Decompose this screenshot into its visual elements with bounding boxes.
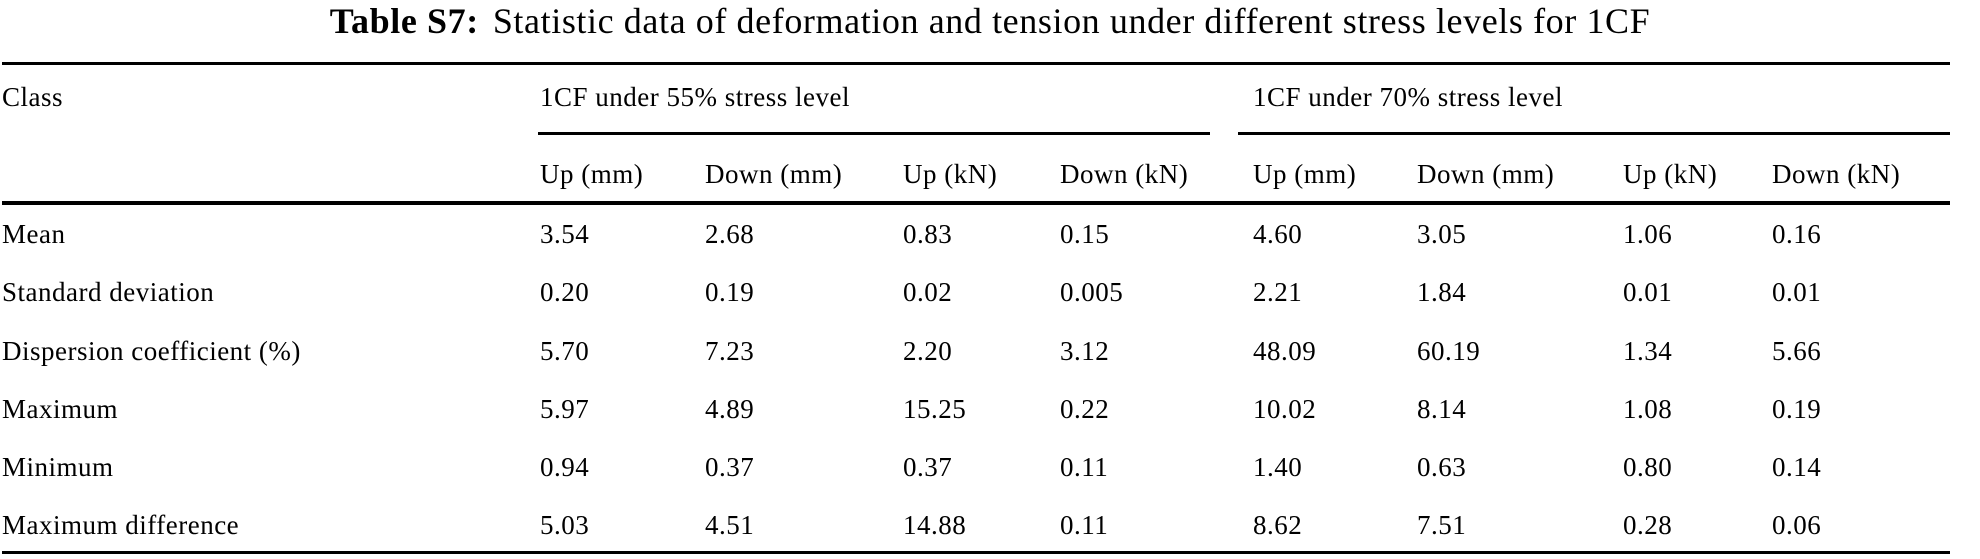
column-header-g1-down-kn: Down (kN) xyxy=(1060,158,1189,189)
table-cell: 0.01 xyxy=(1623,277,1673,308)
table-cell: 5.66 xyxy=(1772,335,1822,366)
table-cell: 3.05 xyxy=(1417,219,1467,250)
table-cell: 0.19 xyxy=(1772,393,1822,424)
column-header-g2-down-mm: Down (mm) xyxy=(1417,158,1555,189)
table-cell: 0.83 xyxy=(903,219,953,250)
table-cell: 3.12 xyxy=(1060,335,1110,366)
table-cell: 0.37 xyxy=(705,452,755,483)
table-cell: 14.88 xyxy=(903,510,967,541)
table-cell: 8.62 xyxy=(1253,510,1303,541)
empty-cell xyxy=(2,133,540,201)
table-cell: 0.80 xyxy=(1623,452,1673,483)
table-caption-text: Statistic data of deformation and tensio… xyxy=(492,1,1651,41)
column-header-g1-up-mm: Up (mm) xyxy=(540,158,644,189)
table-cell: 0.94 xyxy=(540,452,590,483)
table-cell: 8.14 xyxy=(1417,393,1467,424)
group2-underline-rule xyxy=(1238,132,1950,135)
table-caption-label: Table S7: xyxy=(329,1,479,41)
column-header-g1-up-kn: Up (kN) xyxy=(903,158,998,189)
table-row-maximum-difference: Maximum difference 5.03 4.51 14.88 0.11 … xyxy=(2,493,1950,551)
table-cell: 0.01 xyxy=(1772,277,1822,308)
row-label: Standard deviation xyxy=(2,277,215,308)
table-bottom-rule xyxy=(2,551,1950,554)
table-row-maximum: Maximum 5.97 4.89 15.25 0.22 10.02 8.14 … xyxy=(2,376,1950,434)
table-row-minimum: Minimum 0.94 0.37 0.37 0.11 1.40 0.63 0.… xyxy=(2,434,1950,492)
group1-header: 1CF under 55% stress level xyxy=(540,82,850,113)
column-header-g2-down-kn: Down (kN) xyxy=(1772,158,1901,189)
group1-underline-rule xyxy=(538,132,1210,135)
table-cell: 2.68 xyxy=(705,219,755,250)
table-cell: 48.09 xyxy=(1253,335,1317,366)
table-cell: 7.51 xyxy=(1417,510,1467,541)
table-cell: 0.005 xyxy=(1060,277,1124,308)
table-cell: 0.22 xyxy=(1060,393,1110,424)
table-cell: 2.21 xyxy=(1253,277,1303,308)
table-row-standard-deviation: Standard deviation 0.20 0.19 0.02 0.005 … xyxy=(2,260,1950,318)
stats-table-container: Class 1CF under 55% stress level 1CF und… xyxy=(2,62,1950,557)
class-header: Class xyxy=(2,82,64,113)
table-cell: 60.19 xyxy=(1417,335,1481,366)
table-top-rule xyxy=(2,62,1950,65)
table-cell: 1.40 xyxy=(1253,452,1303,483)
table-cell: 0.11 xyxy=(1060,452,1109,483)
table-cell: 0.15 xyxy=(1060,219,1110,250)
table-cell: 5.70 xyxy=(540,335,590,366)
table-cell: 5.97 xyxy=(540,393,590,424)
table-cell: 4.89 xyxy=(705,393,755,424)
table-cell: 15.25 xyxy=(903,393,967,424)
table-cell: 10.02 xyxy=(1253,393,1317,424)
group2-header: 1CF under 70% stress level xyxy=(1253,82,1563,113)
table-caption: Table S7: Statistic data of deformation a… xyxy=(0,0,1980,44)
table-cell: 7.23 xyxy=(705,335,755,366)
table-cell: 0.19 xyxy=(705,277,755,308)
table-cell: 1.08 xyxy=(1623,393,1673,424)
table-cell: 1.34 xyxy=(1623,335,1673,366)
table-header-rule xyxy=(2,201,1950,205)
column-header-g2-up-mm: Up (mm) xyxy=(1253,158,1357,189)
column-header-g1-down-mm: Down (mm) xyxy=(705,158,843,189)
table-cell: 4.51 xyxy=(705,510,755,541)
table-row-mean: Mean 3.54 2.68 0.83 0.15 4.60 3.05 1.06 … xyxy=(2,202,1950,260)
table-cell: 0.02 xyxy=(903,277,953,308)
table-cell: 0.11 xyxy=(1060,510,1109,541)
row-label: Dispersion coefficient (%) xyxy=(2,335,301,366)
row-label: Minimum xyxy=(2,452,114,483)
table-cell: 3.54 xyxy=(540,219,590,250)
table-cell: 0.20 xyxy=(540,277,590,308)
table-row-dispersion-coefficient: Dispersion coefficient (%) 5.70 7.23 2.2… xyxy=(2,318,1950,376)
stats-table: Class 1CF under 55% stress level 1CF und… xyxy=(2,62,1950,551)
table-cell: 0.06 xyxy=(1772,510,1822,541)
table-cell: 2.20 xyxy=(903,335,953,366)
row-label: Mean xyxy=(2,219,66,250)
table-cell: 4.60 xyxy=(1253,219,1303,250)
table-cell: 1.84 xyxy=(1417,277,1467,308)
table-cell: 0.28 xyxy=(1623,510,1673,541)
row-label: Maximum difference xyxy=(2,510,240,541)
table-cell: 0.63 xyxy=(1417,452,1467,483)
subheader-row: Up (mm) Down (mm) Up (kN) Down (kN) Up (… xyxy=(2,133,1950,201)
table-cell: 0.16 xyxy=(1772,219,1822,250)
table-cell: 0.37 xyxy=(903,452,953,483)
column-header-g2-up-kn: Up (kN) xyxy=(1623,158,1718,189)
table-cell: 1.06 xyxy=(1623,219,1673,250)
group-header-row: Class 1CF under 55% stress level 1CF und… xyxy=(2,62,1950,133)
table-cell: 5.03 xyxy=(540,510,590,541)
row-label: Maximum xyxy=(2,393,118,424)
table-cell: 0.14 xyxy=(1772,452,1822,483)
